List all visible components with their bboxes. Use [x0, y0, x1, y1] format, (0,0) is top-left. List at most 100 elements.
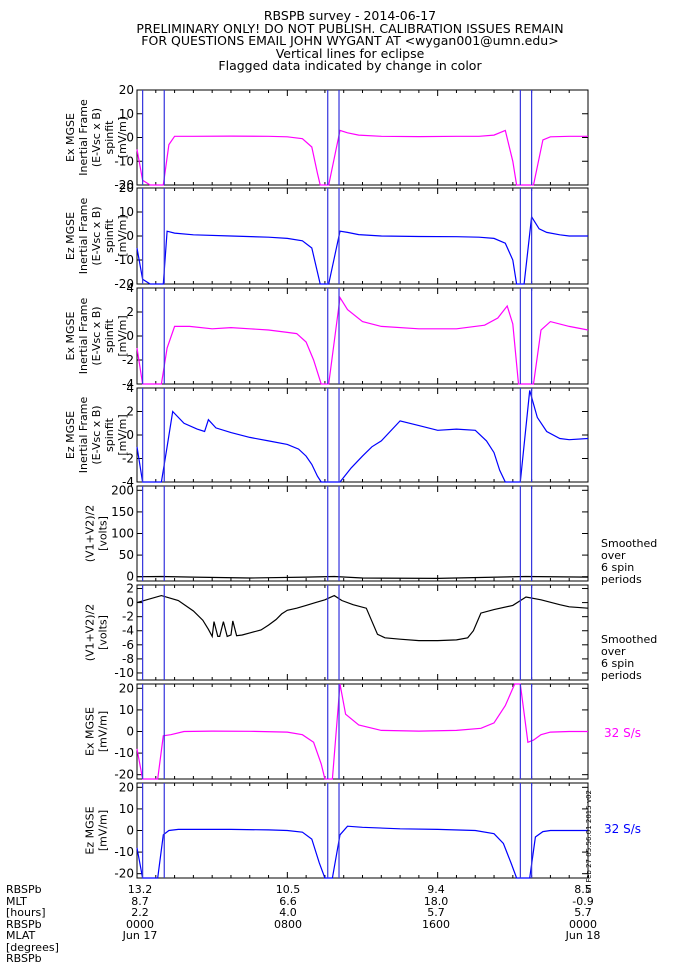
y-tick-label: 100 [111, 527, 134, 541]
panel8-rate-label: 32 S/s [604, 822, 641, 836]
footer-label: [degrees] [6, 940, 59, 954]
y-tick-label: 200 [111, 483, 134, 497]
y-axis-label: Ex MGSE [84, 707, 97, 756]
y-tick-label: 4 [126, 381, 134, 395]
header-eclipse-note: Vertical lines for eclipse [275, 45, 425, 61]
y-axis-label: [mV/m] [97, 711, 110, 752]
y-tick-label: 150 [111, 505, 134, 519]
y-tick-label: 10 [119, 205, 134, 219]
y-tick-label: -20 [114, 277, 134, 291]
footer-value: 8.5 [574, 883, 592, 896]
y-tick-label: -6 [122, 638, 134, 652]
footer-value: 5.7 [427, 906, 445, 919]
y-axis-label: [mV/m] [116, 117, 129, 158]
footer-value: 1600 [422, 917, 450, 931]
y-axis-label: (E-Vsc x B) [90, 108, 103, 167]
panel5-note-line: over [601, 549, 626, 562]
panel5-note-line: 6 spin [601, 561, 635, 574]
panel5-note-line: periods [601, 573, 642, 586]
y-tick-label: 0 [126, 596, 134, 610]
data-series-line [136, 683, 588, 780]
y-tick-label: 50 [119, 548, 134, 562]
footer-value: 0000 [126, 917, 154, 931]
y-axis-label: Ex MGSE [64, 113, 77, 162]
y-axis-label: [volts] [97, 516, 110, 551]
y-tick-label: 0 [126, 725, 134, 739]
y-tick-label: -10 [114, 746, 134, 760]
panel6-note-line: over [601, 645, 626, 658]
y-tick-label: -2 [122, 610, 134, 624]
footer-value: 5.7 [574, 906, 592, 919]
plot-header: RBSPB survey - 2014-06-17 PRELIMINARY ON… [0, 8, 700, 73]
data-series-line [136, 215, 588, 285]
y-tick-label: 4 [126, 281, 134, 295]
y-tick-label: 0 [126, 131, 134, 145]
y-tick-label: -10 [114, 253, 134, 267]
y-axis-label: Inertial Frame [77, 99, 90, 176]
y-axis-label: spinfit [103, 218, 116, 253]
panel5-note: Smoothed over 6 spin periods [601, 538, 657, 586]
y-tick-label: 0 [126, 229, 134, 243]
y-tick-label: -10 [114, 154, 134, 168]
footer-value: 8.7 [131, 894, 149, 908]
y-tick-label: 0 [126, 824, 134, 838]
y-axis-label: [mV/m] [116, 215, 129, 256]
footer-value: 9.4 [427, 883, 445, 896]
y-axis-label: [mV/m] [116, 315, 129, 356]
footer-value: 4.0 [279, 906, 297, 919]
data-series-line [136, 295, 589, 385]
y-tick-label: -20 [114, 178, 134, 192]
footer-column-3: 8.5 -0.9 5.7 0000 Jun 18 [553, 884, 613, 942]
footer-column-2: 9.4 18.0 5.7 1600 [406, 884, 466, 930]
y-tick-label: -4 [122, 475, 134, 489]
footer-label: [hours] [6, 906, 46, 919]
y-tick-label: 20 [119, 681, 134, 695]
footer-label: RBSPb [6, 883, 42, 896]
y-tick-label: -4 [122, 377, 134, 391]
footer-value: 2.2 [131, 906, 149, 919]
y-axis-label: (V1+V2)/2 [84, 604, 97, 662]
footer-value: 0800 [274, 917, 302, 931]
y-tick-label: 0 [126, 428, 134, 442]
footer-label: RBSPb [6, 952, 42, 965]
y-tick-label: -10 [114, 666, 134, 680]
panel6-note-line: Smoothed [601, 633, 658, 646]
y-axis-label: spinfit [103, 417, 116, 452]
footer-label: MLAT [6, 929, 36, 942]
footer-value: -0.9 [572, 894, 594, 908]
y-axis-label: [mV/m] [116, 414, 129, 455]
footer-label: MLT [6, 894, 27, 908]
y-axis-label: Ez MGSE [84, 806, 97, 854]
header-flag-note: Flagged data indicated by change in colo… [218, 58, 482, 73]
y-axis-label: [volts] [97, 615, 110, 650]
y-axis-label: spinfit [103, 120, 116, 155]
data-series-line [136, 390, 589, 483]
panel6-note-line: periods [601, 669, 642, 682]
y-tick-label: 2 [126, 405, 134, 419]
y-axis-label: [mV/m] [97, 810, 110, 851]
y-tick-label: -2 [122, 353, 134, 367]
footer-value: 0000 [569, 917, 597, 931]
footer-row-labels: RBSPb MLT [hours] RBSPb MLAT [degrees] R… [6, 884, 59, 965]
panel5-note-line: Smoothed [601, 537, 658, 550]
y-tick-label: -8 [122, 652, 134, 666]
y-axis-label: Ez MGSE [64, 411, 77, 459]
panel6-note-line: 6 spin [601, 657, 635, 670]
y-tick-label: 0 [126, 329, 134, 343]
y-axis-label: (V1+V2)/2 [84, 505, 97, 563]
data-series-line [136, 575, 589, 580]
y-tick-label: 10 [119, 703, 134, 717]
panel6-note: Smoothed over 6 spin periods [601, 634, 657, 682]
y-axis-label: (E-Vsc x B) [90, 306, 103, 365]
y-tick-label: -4 [122, 624, 134, 638]
footer-value: Jun 17 [122, 929, 158, 942]
data-series-line [136, 825, 588, 879]
footer-label: RBSPb [6, 917, 42, 931]
y-axis-label: Inertial Frame [77, 198, 90, 275]
y-tick-label: 20 [119, 181, 134, 195]
header-title: RBSPB survey - 2014-06-17 [263, 8, 437, 23]
footer-column-1: 10.5 6.6 4.0 0800 [258, 884, 318, 930]
version-stamp: Fri Feb 27 05:56:01 2015 v02 [585, 790, 593, 894]
y-tick-label: -20 [114, 768, 134, 782]
